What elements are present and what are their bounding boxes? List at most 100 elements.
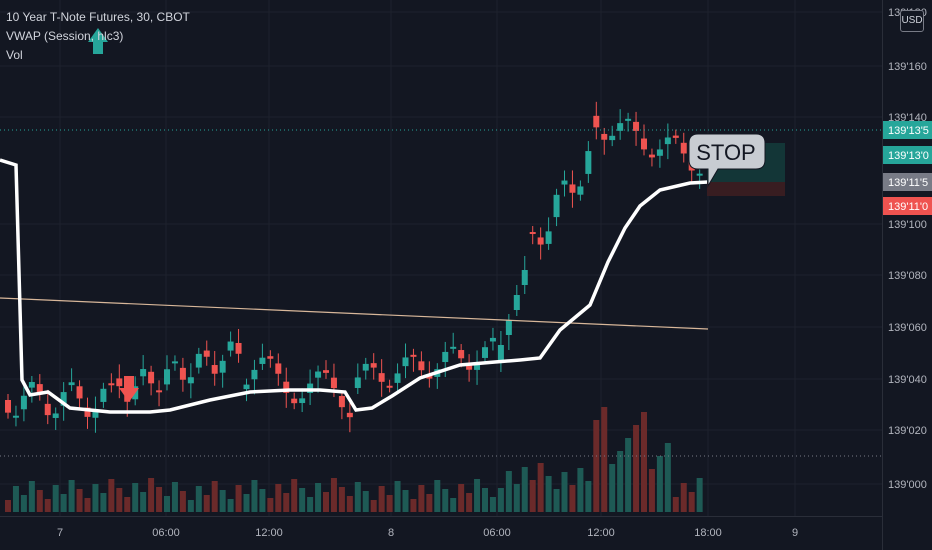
candle-body xyxy=(28,382,35,388)
candle-body xyxy=(402,357,409,367)
volume-bar xyxy=(537,463,544,512)
loss-zone xyxy=(707,182,785,196)
candle-body xyxy=(641,138,647,150)
volume-bar xyxy=(386,495,393,512)
candle-body xyxy=(458,350,465,359)
candle-body xyxy=(156,390,163,393)
candle-body xyxy=(227,341,234,351)
price-tick-label: 139'080 xyxy=(888,270,927,282)
volume-bar xyxy=(291,479,298,512)
price-labels: 139'13'5 139'13'0 139'11'5 139'11'0 xyxy=(883,121,932,215)
volume-bar xyxy=(609,464,616,512)
volume-bar xyxy=(251,480,258,512)
price-tick-label: 139'040 xyxy=(888,374,927,386)
candle-body xyxy=(601,133,608,140)
volume-bar xyxy=(521,467,528,512)
time-tick-label: 7 xyxy=(57,527,63,539)
volume-bar xyxy=(171,482,178,512)
volume-bar xyxy=(187,500,194,512)
candle-body xyxy=(585,151,592,174)
volume-bar xyxy=(354,482,361,512)
candle-body xyxy=(346,412,353,418)
time-tick-label: 12:00 xyxy=(255,527,283,539)
price-tick-label: 139'020 xyxy=(888,425,927,437)
currency-button[interactable]: USD xyxy=(900,10,924,32)
volume-bar xyxy=(410,499,417,512)
volume-bar xyxy=(561,472,568,512)
symbol-title[interactable]: 10 Year T-Note Futures, 30, CBOT xyxy=(6,10,190,24)
candle-body xyxy=(378,373,385,382)
volume-bars xyxy=(5,407,703,512)
candle-body xyxy=(450,346,457,349)
volume-bar xyxy=(617,451,624,512)
candle-body xyxy=(211,365,218,374)
vwap-line[interactable] xyxy=(0,158,709,414)
volume-bar xyxy=(219,490,226,512)
stop-callout-text: STOP xyxy=(696,140,756,165)
price-tick-label: 139'100 xyxy=(888,219,927,231)
volume-bar xyxy=(338,487,345,512)
volume-bar xyxy=(656,456,663,512)
volume-bar xyxy=(529,480,536,512)
volume-bar xyxy=(52,485,59,512)
candle-body xyxy=(569,184,576,193)
volume-bar xyxy=(466,493,473,512)
volume-bar xyxy=(434,480,441,512)
volume-bar xyxy=(84,498,91,512)
candle-body xyxy=(386,385,393,388)
candle-body xyxy=(84,407,91,417)
candle-body xyxy=(609,135,616,141)
candle-body xyxy=(418,361,425,371)
volume-bar xyxy=(60,494,67,512)
candle-body xyxy=(20,395,27,410)
candle-body xyxy=(680,142,687,154)
time-tick-label: 06:00 xyxy=(483,527,511,539)
candle-body xyxy=(672,135,679,138)
candle-body xyxy=(553,194,560,218)
candle-body xyxy=(505,320,512,335)
candle-body xyxy=(60,392,67,406)
volume-bar xyxy=(211,481,218,512)
candle-body xyxy=(362,363,369,371)
candle-body xyxy=(52,413,59,418)
vwap-legend[interactable]: VWAP (Session, hlc3) xyxy=(6,29,124,43)
grid-lines xyxy=(0,0,882,516)
volume-bar xyxy=(577,468,584,512)
volume-bar xyxy=(68,480,75,512)
volume-bar xyxy=(100,493,107,512)
volume-bar xyxy=(474,479,481,512)
candle-body xyxy=(275,363,282,374)
candle-body xyxy=(497,345,504,360)
candle-body xyxy=(219,360,226,373)
candle-body xyxy=(521,270,528,285)
candle-body xyxy=(299,398,306,404)
candle-body xyxy=(648,154,655,158)
candle-body xyxy=(187,377,194,384)
candle-body xyxy=(315,371,322,378)
candle-body xyxy=(529,232,536,235)
volume-bar xyxy=(267,498,274,512)
volume-bar xyxy=(426,494,433,512)
volume-bar xyxy=(140,492,147,512)
volume-bar xyxy=(283,493,290,512)
volume-bar xyxy=(259,489,266,512)
volume-bar xyxy=(680,483,687,512)
price-label-tag xyxy=(883,146,932,164)
volume-bar xyxy=(458,484,465,512)
trend-line[interactable] xyxy=(0,297,709,330)
volume-bar xyxy=(346,496,353,512)
candle-body xyxy=(561,180,568,185)
candle-body xyxy=(259,357,266,364)
candle-body xyxy=(474,364,481,370)
volume-bar xyxy=(489,497,496,512)
candle-body xyxy=(489,337,496,342)
volume-legend[interactable]: Vol xyxy=(6,48,23,62)
candle-body xyxy=(140,369,147,377)
time-tick-label: 12:00 xyxy=(587,527,615,539)
candle-body xyxy=(92,410,99,418)
candle-body xyxy=(442,351,449,363)
volume-bar xyxy=(76,489,83,512)
candle-body xyxy=(203,350,210,357)
candle-body xyxy=(148,371,155,384)
